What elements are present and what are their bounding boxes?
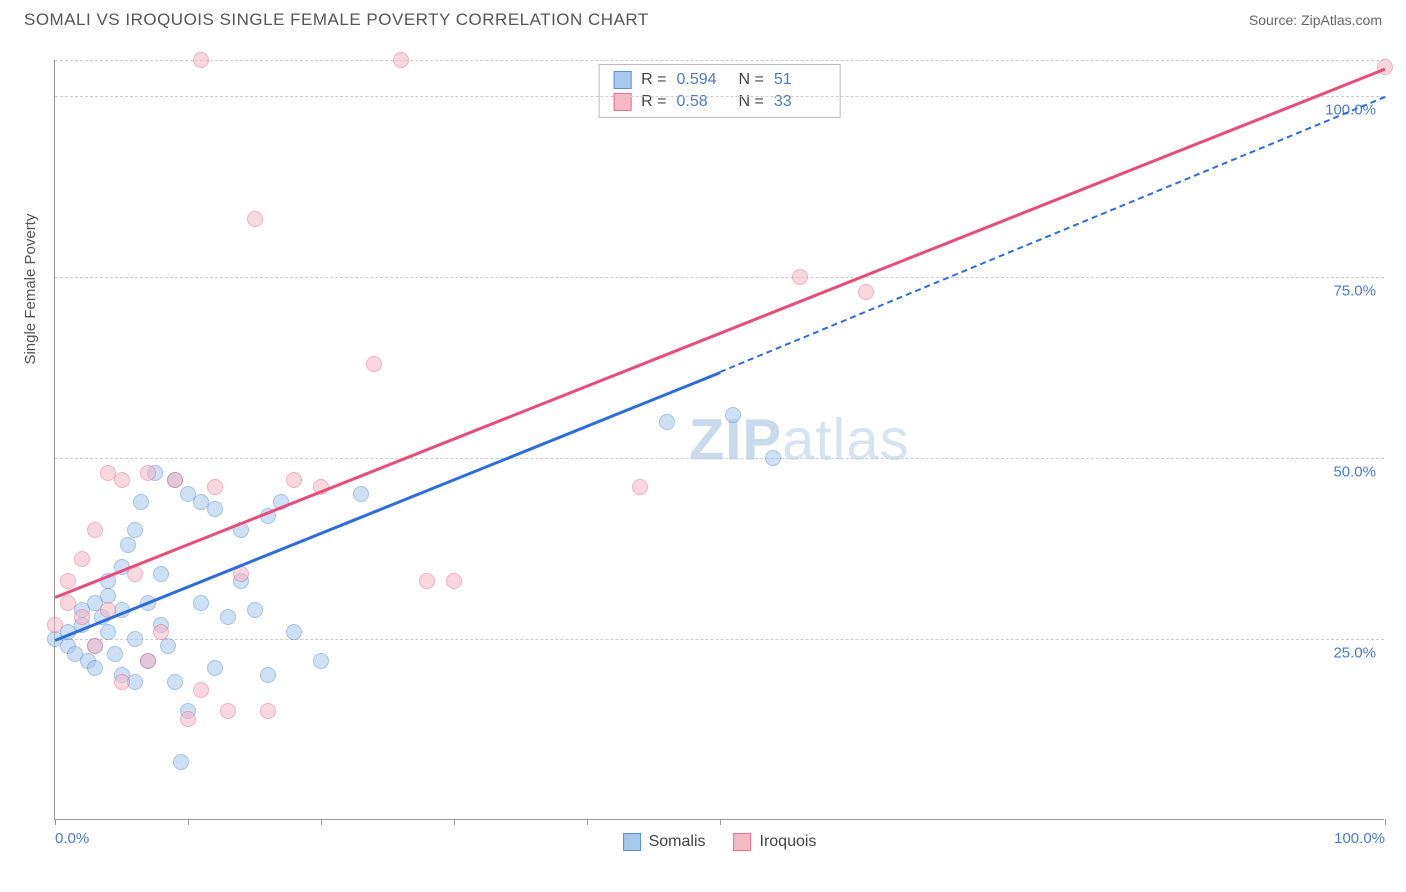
r-label: R =: [641, 71, 666, 89]
swatch-series1: [613, 71, 631, 89]
trend-line: [55, 67, 1386, 598]
data-point-iroquois: [366, 356, 382, 372]
data-point-somalis: [127, 522, 143, 538]
data-point-iroquois: [114, 674, 130, 690]
data-point-somalis: [100, 624, 116, 640]
x-tick-label: 100.0%: [1334, 830, 1385, 847]
data-point-iroquois: [220, 703, 236, 719]
x-tick: [321, 819, 322, 825]
data-point-iroquois: [74, 609, 90, 625]
data-point-somalis: [173, 754, 189, 770]
data-point-iroquois: [140, 653, 156, 669]
data-point-iroquois: [87, 522, 103, 538]
x-tick: [188, 819, 189, 825]
chart-title: SOMALI VS IROQUOIS SINGLE FEMALE POVERTY…: [24, 10, 649, 30]
data-point-somalis: [127, 631, 143, 647]
data-point-iroquois: [419, 573, 435, 589]
data-point-somalis: [659, 414, 675, 430]
data-point-iroquois: [193, 52, 209, 68]
n-value-series1: 51: [774, 71, 826, 89]
data-point-somalis: [247, 602, 263, 618]
data-point-somalis: [313, 653, 329, 669]
y-tick-label: 25.0%: [1333, 645, 1376, 662]
gridline: [55, 277, 1384, 278]
data-point-somalis: [765, 450, 781, 466]
y-axis-title: Single Female Poverty: [22, 214, 39, 365]
r-value-series1: 0.594: [677, 71, 729, 89]
data-point-iroquois: [260, 703, 276, 719]
gridline: [55, 458, 1384, 459]
gridline: [55, 639, 1384, 640]
data-point-somalis: [193, 595, 209, 611]
data-point-somalis: [160, 638, 176, 654]
data-point-somalis: [260, 667, 276, 683]
plot-area: ZIPatlas R = 0.594 N = 51 R = 0.58 N = 3…: [54, 60, 1384, 820]
data-point-iroquois: [140, 465, 156, 481]
data-point-iroquois: [247, 211, 263, 227]
data-point-somalis: [353, 486, 369, 502]
x-tick: [587, 819, 588, 825]
data-point-iroquois: [393, 52, 409, 68]
data-point-iroquois: [632, 479, 648, 495]
legend-label-series1: Somalis: [649, 833, 706, 851]
watermark-light: atlas: [782, 407, 910, 472]
data-point-somalis: [207, 501, 223, 517]
stats-row-series2: R = 0.58 N = 33: [613, 91, 826, 113]
y-tick-label: 75.0%: [1333, 283, 1376, 300]
data-point-iroquois: [60, 573, 76, 589]
data-point-somalis: [153, 566, 169, 582]
data-point-somalis: [725, 407, 741, 423]
data-point-iroquois: [74, 551, 90, 567]
data-point-iroquois: [60, 595, 76, 611]
data-point-iroquois: [1377, 59, 1393, 75]
data-point-somalis: [120, 537, 136, 553]
trend-line-extrapolated: [720, 96, 1386, 373]
data-point-iroquois: [858, 284, 874, 300]
data-point-iroquois: [446, 573, 462, 589]
trend-line: [55, 371, 721, 641]
gridline: [55, 60, 1384, 61]
data-point-iroquois: [167, 472, 183, 488]
header: SOMALI VS IROQUOIS SINGLE FEMALE POVERTY…: [0, 0, 1406, 36]
bottom-legend: Somalis Iroquois: [623, 833, 817, 851]
data-point-iroquois: [87, 638, 103, 654]
chart-container: SOMALI VS IROQUOIS SINGLE FEMALE POVERTY…: [0, 0, 1406, 892]
x-tick: [454, 819, 455, 825]
data-point-iroquois: [180, 711, 196, 727]
n-label: N =: [739, 71, 764, 89]
data-point-iroquois: [207, 479, 223, 495]
data-point-iroquois: [792, 269, 808, 285]
x-tick: [720, 819, 721, 825]
y-tick-label: 50.0%: [1333, 464, 1376, 481]
data-point-somalis: [167, 674, 183, 690]
data-point-somalis: [220, 609, 236, 625]
stats-legend-box: R = 0.594 N = 51 R = 0.58 N = 33: [598, 64, 841, 118]
legend-item-series1: Somalis: [623, 833, 706, 851]
x-tick-label: 0.0%: [55, 830, 89, 847]
data-point-somalis: [286, 624, 302, 640]
legend-item-series2: Iroquois: [733, 833, 816, 851]
data-point-iroquois: [153, 624, 169, 640]
data-point-iroquois: [47, 617, 63, 633]
stats-row-series1: R = 0.594 N = 51: [613, 69, 826, 91]
data-point-somalis: [87, 660, 103, 676]
x-tick: [1385, 819, 1386, 825]
watermark: ZIPatlas: [689, 406, 910, 473]
x-tick: [55, 819, 56, 825]
data-point-iroquois: [193, 682, 209, 698]
data-point-iroquois: [286, 472, 302, 488]
legend-label-series2: Iroquois: [759, 833, 816, 851]
swatch-series1: [623, 833, 641, 851]
gridline: [55, 96, 1384, 97]
data-point-somalis: [107, 646, 123, 662]
source-attribution: Source: ZipAtlas.com: [1249, 12, 1382, 28]
data-point-somalis: [207, 660, 223, 676]
data-point-iroquois: [114, 472, 130, 488]
data-point-somalis: [133, 494, 149, 510]
swatch-series2: [733, 833, 751, 851]
